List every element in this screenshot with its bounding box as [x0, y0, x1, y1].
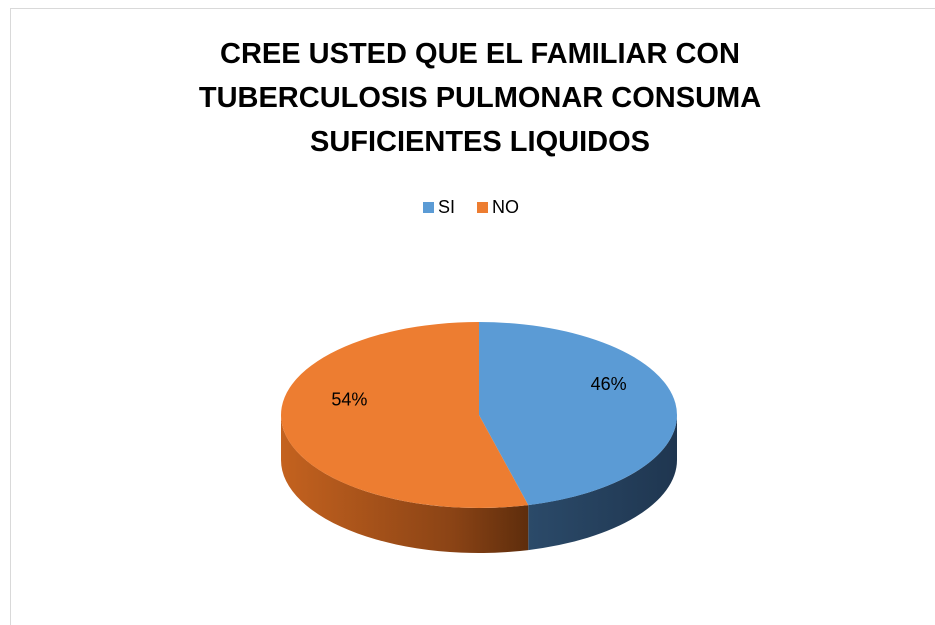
- legend-swatch: [477, 202, 488, 213]
- pie-slice: [280, 322, 529, 509]
- legend-label: SI: [438, 197, 455, 217]
- data-label: 54%: [331, 389, 367, 409]
- legend-swatch: [423, 202, 434, 213]
- pie-side: [281, 415, 529, 553]
- legend-label: NO: [492, 197, 519, 217]
- chart-title: CREE USTED QUE EL FAMILIAR CON TUBERCULO…: [198, 38, 762, 158]
- pie-slice: [479, 322, 677, 506]
- data-label: 46%: [591, 374, 627, 394]
- pie-side: [528, 415, 677, 551]
